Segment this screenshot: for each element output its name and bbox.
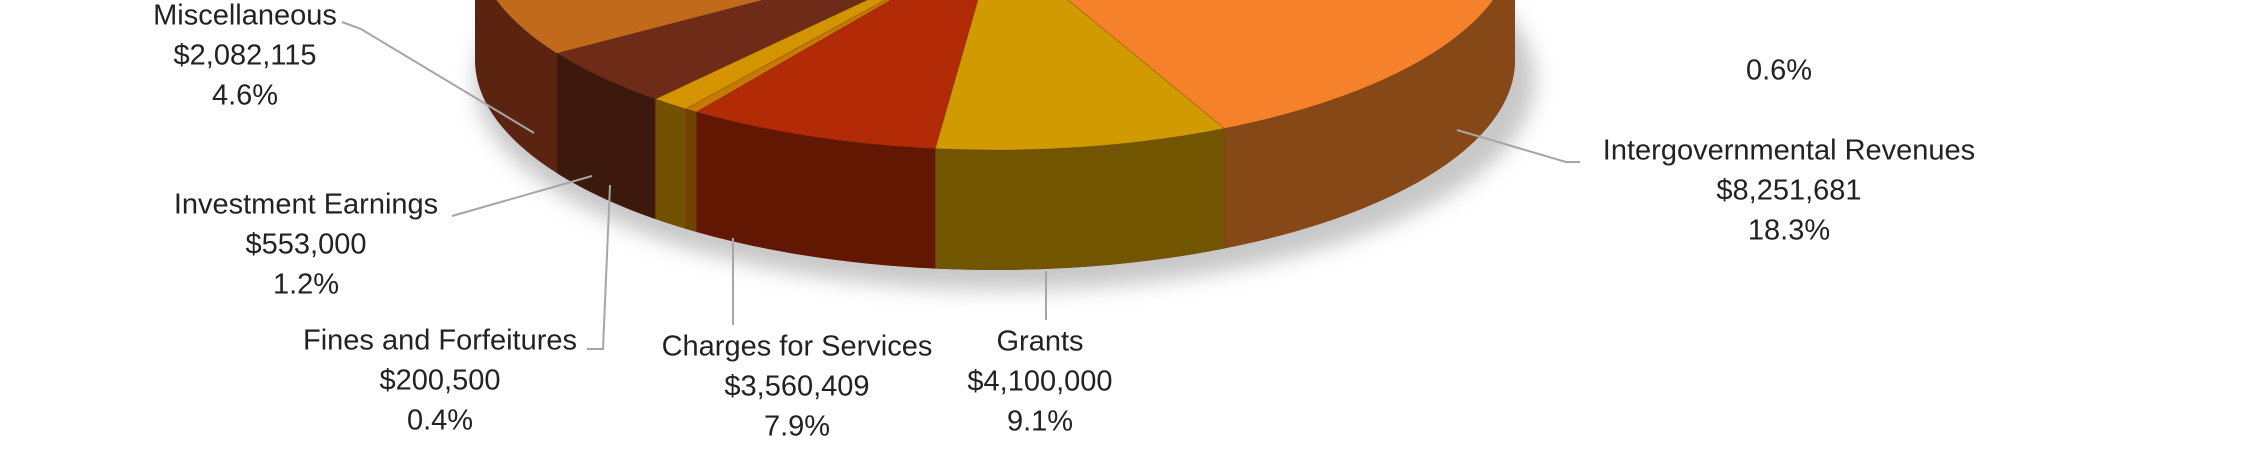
value-label: $2,082,115 (174, 40, 317, 72)
percent-label: 0.4% (407, 405, 473, 437)
slice-sides (557, 0, 1515, 270)
slice (1067, 0, 1494, 130)
percent-label: 4.6% (212, 80, 278, 112)
leader-line (587, 184, 611, 350)
slice-side (685, 108, 697, 232)
slice-tops (555, 0, 1494, 151)
value-label: $4,100,000 (967, 366, 1112, 398)
category-label: Fines and Forfeitures (303, 325, 577, 357)
value-label: $553,000 (246, 229, 367, 261)
slice-side (696, 111, 936, 269)
category-label: Investment Earnings (174, 189, 438, 221)
category-label: Intergovernmental Revenues (1603, 135, 1975, 167)
slice-side (935, 128, 1225, 270)
slice (653, 0, 887, 110)
percent-label: 18.3% (1748, 215, 1830, 247)
value-label: $3,560,409 (724, 371, 869, 403)
leader-line (341, 21, 535, 134)
slice (684, 0, 892, 113)
percent-label: 1.2% (273, 269, 339, 301)
category-label: Charges for Services (662, 331, 933, 363)
category-label: Miscellaneous (153, 0, 337, 32)
slice (555, 0, 868, 100)
labels: 0.6% Intergovernmental Revenues $8,251,681… (153, 0, 1975, 443)
slice-side (557, 53, 656, 219)
slice (695, 0, 979, 150)
leader-line (451, 175, 593, 217)
slice-side (655, 98, 686, 229)
slices (555, 0, 1515, 270)
value-label: $200,500 (380, 365, 501, 397)
category-label: Grants (996, 326, 1083, 358)
leader-line (1456, 129, 1580, 163)
leader-lines (341, 21, 1580, 350)
percent-label: 7.9% (764, 411, 830, 443)
percent-label: 9.1% (1007, 406, 1073, 438)
percent-label: 0.6% (1746, 55, 1812, 87)
value-label: $8,251,681 (1716, 175, 1861, 207)
slice (934, 0, 1226, 151)
slice-side (1224, 0, 1515, 249)
